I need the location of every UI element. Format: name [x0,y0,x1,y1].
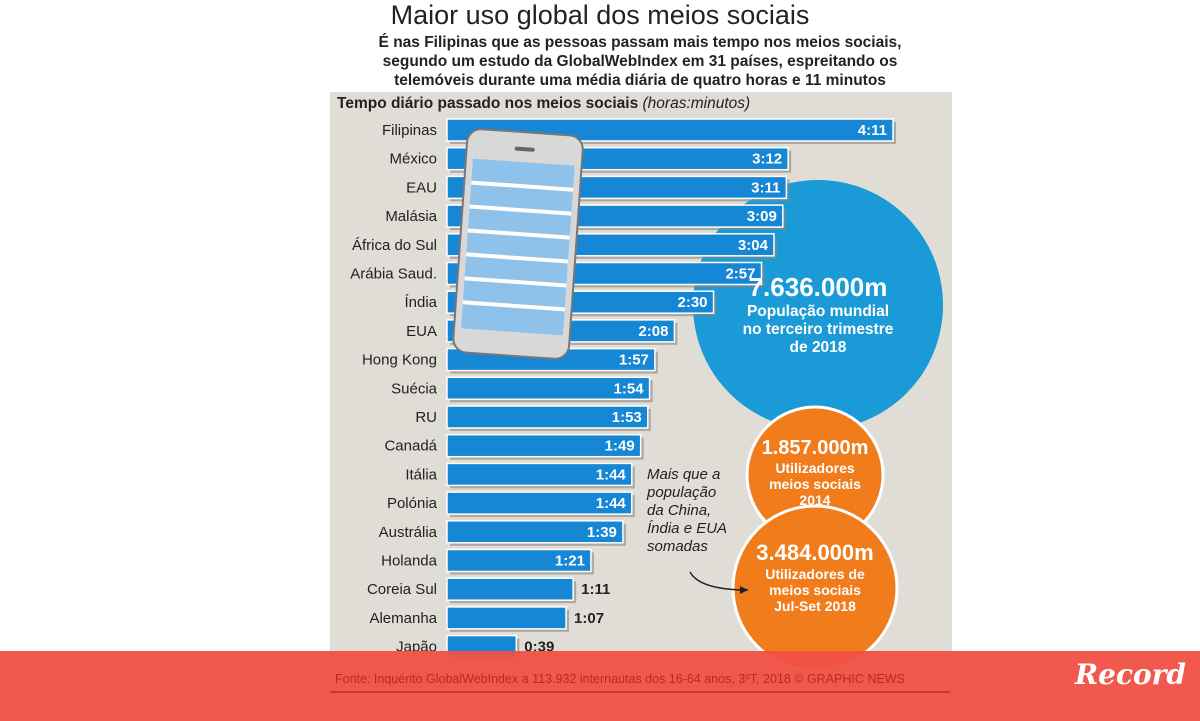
bubble-value: 7.636.000m [748,272,888,302]
axis-unit: (horas:minutos) [642,95,751,112]
record-logo[interactable]: Record [1074,658,1186,691]
bubble-value: 1.857.000m [761,437,869,459]
category-label: Hong Kong [362,352,437,369]
bubble-text: 2014 [799,492,831,508]
category-label: Alemanha [369,610,437,627]
phone-screen [461,158,575,336]
data-label: 3:11 [751,179,780,196]
bubble-text: Utilizadores de [765,566,865,582]
phone-screen-line [467,228,570,240]
annotation-note: Mais que a população da China, Índia e E… [647,466,727,556]
category-label: Austrália [379,524,438,541]
data-label: 4:11 [858,122,887,139]
bar [446,462,633,487]
subtitle-line: segundo um estudo da GlobalWebIndex em 3… [382,53,898,70]
bar [446,491,633,515]
data-label: 3:12 [752,151,782,168]
data-label: 1:11 [581,581,610,598]
data-label: 1:07 [574,610,604,627]
note-line: Mais que a [647,466,721,483]
phone-screen-line [462,300,565,312]
category-label: EAU [406,179,437,196]
category-label: África do Sul [352,237,437,254]
bar [446,548,592,573]
category-label: Arábia Saud. [350,266,437,283]
data-label: 1:53 [612,409,642,426]
footer-divider [330,691,950,693]
bar [446,606,567,630]
bubble-users-2014: 1.857.000m Utilizadores meios sociais 20… [745,437,885,508]
bubble-text: Jul-Set 2018 [774,598,856,614]
bubble-value: 3.484.000m [756,540,874,565]
phone-screen-line [464,276,567,288]
annotation-arrow [689,571,749,591]
bar [446,433,642,458]
note-line: somadas [647,538,708,555]
bubble-users-2018: 3.484.000m Utilizadores de meios sociais… [735,540,895,614]
category-label: Canadá [384,438,437,455]
data-label: 2:57 [725,266,755,283]
category-label: Suécia [391,380,438,397]
category-label: Itália [405,466,437,483]
subtitle-line: telemóveis durante uma média diária de q… [394,72,886,89]
bubble-text: Utilizadores [775,460,855,476]
data-label: 1:44 [596,466,627,483]
data-label: 2:08 [638,323,668,340]
data-label: 1:44 [596,495,627,512]
bar [446,520,624,544]
data-label: 2:30 [678,294,708,311]
category-label: RU [415,409,437,426]
source-footer: Fonte: Inquérito GlobalWebIndex a 113.93… [335,672,905,686]
bubble-text: de 2018 [789,339,847,356]
chart-axis-title: Tempo diário passado nos meios sociais (… [337,95,750,113]
category-label: México [389,151,437,168]
bar [446,405,649,429]
bubble-world-population: 7.636.000m População mundial no terceiro… [700,272,936,357]
data-label: 1:39 [587,524,617,541]
subtitle-line: É nas Filipinas que as pessoas passam ma… [378,34,902,51]
data-label: 1:54 [614,380,645,397]
phone-screen-line [469,204,572,216]
category-label: Filipinas [382,122,437,139]
brand-banner [0,651,1200,721]
data-label: 1:49 [605,438,635,455]
category-label: Polónia [387,495,438,512]
bar [446,577,574,601]
category-label: EUA [406,323,437,340]
note-line: população [647,484,717,501]
note-line: Índia e EUA [647,520,728,537]
data-label: 3:04 [738,237,769,254]
bubble-text: meios sociais [769,582,861,598]
category-label: Índia [404,294,437,311]
phone-screen-line [471,180,574,192]
category-label: Malásia [385,208,437,225]
bar [446,376,651,401]
arrow-head-icon [740,586,748,594]
phone-icon [452,128,584,360]
phone-screen-line [466,252,569,264]
note-line: da China, [647,502,712,519]
phone-speaker [514,146,535,152]
data-label: 3:09 [747,208,777,225]
data-label: 1:57 [619,352,649,369]
axis-title-text: Tempo diário passado nos meios sociais [337,95,639,112]
data-label: 1:21 [555,553,585,570]
bubble-text: meios sociais [769,476,861,492]
category-label: Coreia Sul [367,581,437,598]
bubble-text: no terceiro trimestre [742,321,894,338]
category-label: Holanda [381,553,438,570]
bubble-text: População mundial [746,303,890,320]
chart-title: Maior uso global dos meios sociais [390,0,810,30]
